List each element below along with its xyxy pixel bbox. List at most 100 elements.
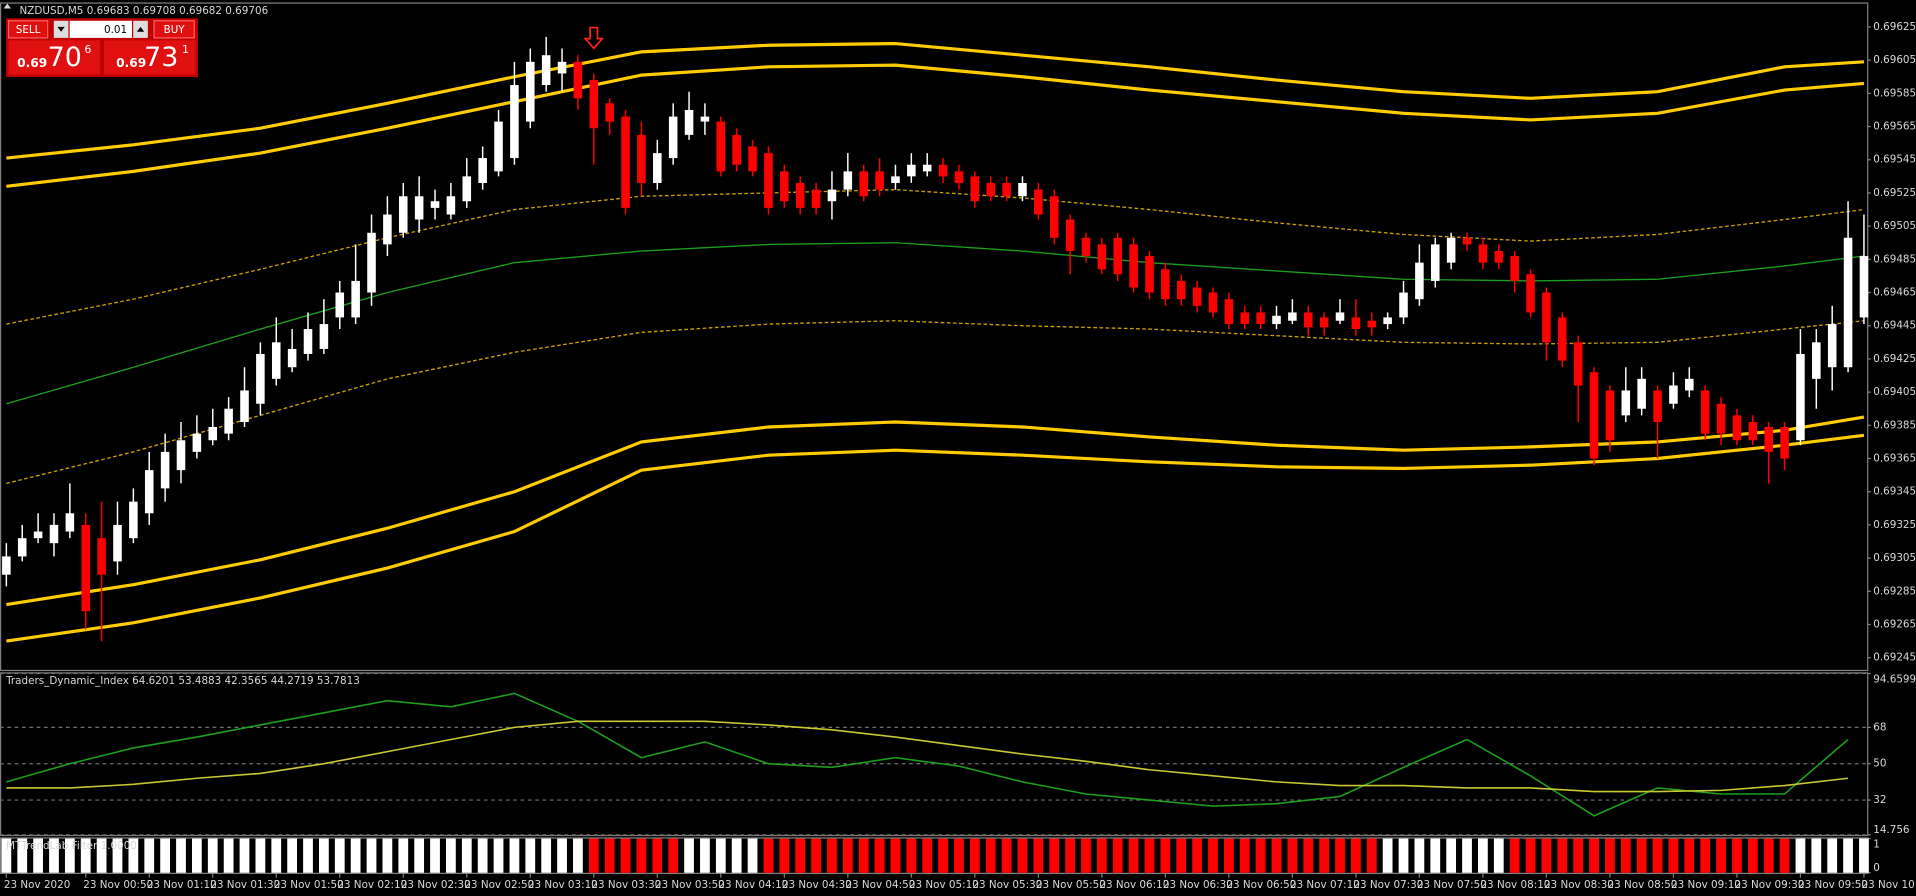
filter-bar: [938, 838, 948, 873]
candle-body: [271, 342, 281, 379]
y-tick-label: 0: [1873, 862, 1880, 874]
ask-box[interactable]: [103, 40, 196, 75]
filter-bar: [1065, 838, 1075, 873]
x-tick-label: 23 Nov 2020: [4, 879, 70, 891]
filter-bar: [1239, 838, 1250, 873]
filter-bar: [684, 838, 694, 873]
candle-body: [33, 531, 43, 539]
filter-bar: [827, 838, 837, 873]
filter-bar: [1573, 838, 1584, 873]
filter-bar: [1049, 838, 1060, 873]
filter-bar: [874, 838, 885, 873]
buy-button[interactable]: [153, 20, 195, 39]
candle-body: [1415, 262, 1424, 300]
sell-button[interactable]: [7, 20, 49, 39]
candle-body: [478, 158, 487, 183]
filter-bar: [811, 838, 821, 873]
buy-label: BUY: [164, 24, 186, 36]
filter-bar: [1557, 838, 1568, 873]
candle-body: [430, 201, 440, 208]
candle-body: [1478, 244, 1488, 263]
candle-body: [1732, 415, 1742, 441]
y-tick-label: 0.69285: [1873, 585, 1916, 597]
x-tick-label: 23 Nov 09:10: [1671, 879, 1741, 891]
filter-bar: [1446, 838, 1457, 873]
candle-body: [922, 164, 932, 172]
filter-bar: [1589, 838, 1599, 873]
ask-big: 0.69: [116, 56, 146, 70]
trade-panel: SELL 0.01 BUY 0.69 70 6 0.69 73 1: [6, 18, 198, 78]
filter-bar: [382, 838, 393, 873]
candle-body: [1558, 317, 1567, 361]
filter-bar: [1747, 838, 1758, 873]
filter-bar: [1605, 838, 1615, 873]
candle-body: [843, 171, 853, 190]
filter-bar: [1303, 838, 1314, 873]
candle-body: [1224, 299, 1234, 325]
filter-bar: [160, 838, 171, 873]
candle-body: [1859, 256, 1869, 318]
candle-body: [446, 196, 456, 215]
filter-bar: [350, 838, 361, 873]
y-tick-label: 32: [1873, 794, 1886, 806]
filter-bar: [1541, 838, 1552, 873]
candle-body: [541, 55, 551, 86]
filter-bar: [1176, 838, 1187, 873]
y-tick-label: 0.69445: [1873, 320, 1916, 332]
candle-body: [208, 426, 218, 441]
filter-bar: [779, 838, 790, 873]
filter-bar: [1192, 838, 1203, 873]
x-tick-label: 23 Nov 09:50: [1798, 879, 1868, 891]
filter-bar: [1382, 838, 1393, 873]
filter-bar: [1001, 838, 1012, 873]
x-tick-label: 23 Nov 07:50: [1417, 879, 1487, 891]
x-tick-label: 23 Nov 04:10: [718, 879, 788, 891]
filter-bar: [668, 838, 679, 873]
lot-up-icon: [136, 26, 145, 32]
y-tick-label: 0.69345: [1873, 486, 1916, 498]
filter-bar: [191, 838, 202, 873]
candle-body: [875, 171, 884, 190]
candle-body: [1081, 237, 1091, 257]
y-tick-label: 0.69425: [1873, 353, 1916, 365]
candle-body: [287, 348, 297, 368]
filter-bar: [1493, 838, 1504, 873]
filter-bar: [715, 838, 726, 873]
filter-bar: [1335, 838, 1345, 873]
filter-bar: [557, 838, 567, 873]
band-line: [6, 41, 1865, 160]
candle-body: [748, 146, 757, 172]
filter-bar: [1096, 838, 1107, 873]
candle-body: [637, 134, 646, 183]
filter-bar: [1795, 838, 1806, 873]
bid-pip: 6: [84, 43, 91, 56]
filter-bar: [112, 838, 123, 873]
y-tick-label: 50: [1873, 758, 1886, 770]
candle-body: [398, 196, 408, 233]
candle-body: [129, 501, 138, 539]
x-tick-label: 23 Nov 01:10: [147, 879, 217, 891]
filter-bar: [1684, 838, 1695, 873]
candle-body: [573, 61, 583, 99]
bid-box[interactable]: [8, 40, 101, 75]
candle-body: [1748, 421, 1758, 441]
filter-bar: [1033, 838, 1044, 873]
filter-bar: [33, 838, 43, 873]
filter-bar: [319, 838, 329, 873]
candle-body: [589, 80, 599, 129]
y-tick-label: 0.69605: [1873, 54, 1916, 66]
filter-bar: [1843, 838, 1853, 873]
candle-body: [367, 232, 376, 293]
filter-bar: [795, 838, 806, 873]
band-line: [6, 188, 1865, 325]
candle-body: [954, 171, 964, 183]
candle-body: [1843, 237, 1853, 368]
candle-body: [17, 538, 27, 557]
candle-body: [192, 433, 202, 452]
filter-bar: [477, 838, 488, 873]
candle-body: [1256, 312, 1265, 325]
lot-input[interactable]: [69, 20, 132, 38]
candle-body: [224, 408, 233, 434]
filter-bar: [763, 838, 774, 873]
x-tick-label: 23 Nov 03:30: [591, 879, 661, 891]
